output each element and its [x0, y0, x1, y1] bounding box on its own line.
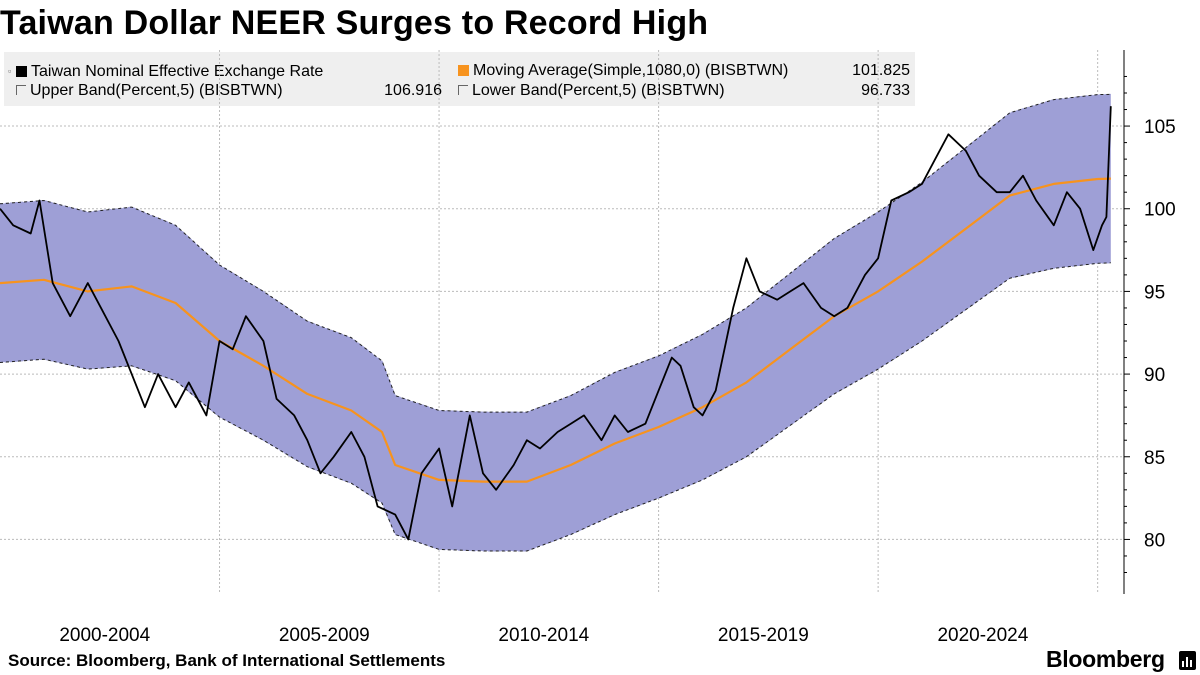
- bollinger-band: [0, 94, 1111, 552]
- legend-marker-icon: ▫: [8, 66, 12, 76]
- legend-label: Lower Band(Percent,5) (BISBTWN): [472, 82, 725, 99]
- y-tick-label: 100: [1144, 200, 1176, 221]
- y-tick-label: 85: [1144, 448, 1165, 469]
- source-note: Source: Bloomberg, Bank of International…: [8, 651, 446, 670]
- legend-swatch-icon: [16, 85, 26, 95]
- legend-value: 96.733: [861, 82, 910, 99]
- legend-value: 101.825: [852, 62, 910, 79]
- legend-item-upper-band[interactable]: Upper Band(Percent,5) (BISBTWN): [16, 81, 283, 101]
- legend: ▫ Taiwan Nominal Effective Exchange Rate …: [4, 52, 915, 106]
- upper-band-line: [0, 93, 1111, 413]
- legend-swatch-icon: [458, 65, 469, 76]
- y-tick-label: 80: [1144, 530, 1165, 551]
- legend-label: Taiwan Nominal Effective Exchange Rate: [31, 63, 324, 80]
- lower-band-line: [0, 262, 1111, 552]
- upper-band-edge: [0, 93, 1111, 413]
- x-tick-label: 2000-2004: [59, 625, 150, 646]
- chart-title: Taiwan Dollar NEER Surges to Record High: [0, 4, 709, 42]
- legend-item-neer[interactable]: ▫ Taiwan Nominal Effective Exchange Rate: [8, 61, 323, 82]
- x-tick-label: 2015-2019: [718, 625, 809, 646]
- band-fill: [0, 94, 1111, 552]
- x-tick-label: 2005-2009: [279, 625, 370, 646]
- bloomberg-logo: Bloomberg: [1046, 646, 1165, 672]
- y-tick-label: 90: [1144, 365, 1165, 386]
- legend-swatch-icon: [16, 66, 27, 77]
- lower-band-edge: [0, 262, 1111, 552]
- series-lines: [0, 93, 1112, 552]
- x-tick-label: 2010-2014: [498, 625, 589, 646]
- legend-label: Upper Band(Percent,5) (BISBTWN): [30, 82, 283, 99]
- y-tick-label: 95: [1144, 282, 1165, 303]
- legend-label: Moving Average(Simple,1080,0) (BISBTWN): [473, 62, 789, 79]
- moving-average-line: [0, 177, 1111, 483]
- grid-lines: [0, 50, 1124, 594]
- x-tick-label: 2020-2024: [937, 625, 1028, 646]
- legend-item-moving-average[interactable]: Moving Average(Simple,1080,0) (BISBTWN): [458, 61, 788, 81]
- legend-item-lower-band[interactable]: Lower Band(Percent,5) (BISBTWN): [458, 81, 725, 101]
- axes: 80 85 90 95 100 105 2000-2004 2005-2009 2010-201…: [59, 50, 1176, 646]
- y-tick-label: 105: [1144, 117, 1176, 138]
- legend-swatch-icon: [458, 85, 468, 95]
- bloomberg-chart-icon: [1179, 651, 1196, 670]
- neer-line: [0, 106, 1112, 541]
- legend-value: 106.916: [384, 82, 442, 99]
